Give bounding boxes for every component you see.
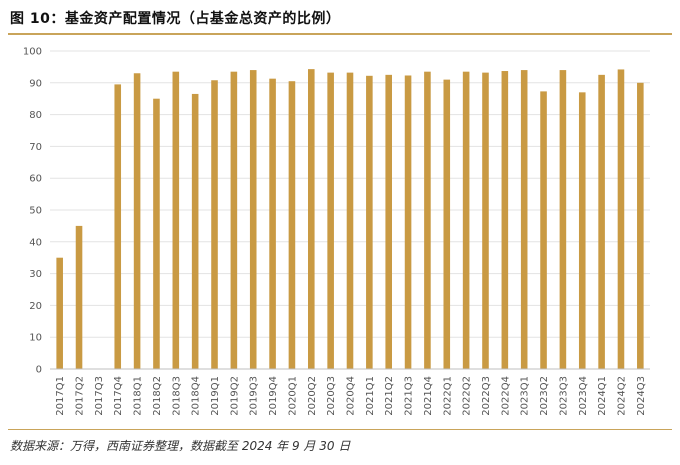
y-tick-label: 30 bbox=[29, 269, 42, 280]
x-tick-label: 2023Q2 bbox=[539, 376, 550, 416]
x-tick-label: 2023Q4 bbox=[578, 376, 589, 416]
x-tick-label: 2018Q4 bbox=[191, 376, 202, 416]
x-tick-label: 2017Q2 bbox=[75, 376, 86, 416]
x-tick-label: 2024Q3 bbox=[636, 376, 647, 416]
top-divider bbox=[8, 33, 672, 35]
x-tick-label: 2021Q4 bbox=[423, 376, 434, 416]
bar-2017Q2 bbox=[75, 225, 83, 369]
x-tick-label: 2018Q1 bbox=[133, 376, 144, 416]
x-tick-label: 2022Q3 bbox=[481, 376, 492, 416]
bar-2020Q3 bbox=[327, 72, 334, 370]
y-tick-label: 0 bbox=[36, 365, 42, 376]
x-tick-label: 2019Q4 bbox=[268, 376, 279, 416]
x-tick-label: 2021Q3 bbox=[404, 376, 415, 416]
x-axis-ticks: 2017Q1 2017Q2 2017Q3 2017Q4 2018Q1 2018Q2 2018… bbox=[55, 376, 647, 416]
bar-2023Q1 bbox=[520, 70, 528, 369]
y-tick-label: 80 bbox=[29, 110, 42, 121]
bar-2019Q2 bbox=[230, 71, 238, 370]
x-tick-label: 2019Q1 bbox=[210, 376, 221, 416]
bar-2020Q2 bbox=[308, 69, 315, 369]
bar-2022Q2 bbox=[462, 71, 470, 370]
bar-2017Q4 bbox=[114, 84, 122, 369]
x-tick-label: 2019Q3 bbox=[249, 376, 260, 416]
x-tick-label: 2021Q2 bbox=[384, 376, 395, 416]
x-tick-label: 2017Q4 bbox=[113, 376, 124, 416]
bar-series bbox=[56, 69, 644, 370]
y-tick-label: 40 bbox=[29, 237, 42, 248]
bar-2024Q3 bbox=[637, 82, 644, 370]
bar-2019Q4 bbox=[269, 78, 276, 369]
chart-title: 图 10：基金资产配置情况（占基金总资产的比例） bbox=[10, 11, 341, 27]
bar-2021Q1 bbox=[366, 75, 373, 369]
x-tick-label: 2020Q1 bbox=[287, 376, 298, 416]
bar-2024Q2 bbox=[617, 69, 625, 369]
bar-2021Q2 bbox=[385, 74, 392, 369]
bar-2020Q4 bbox=[346, 72, 354, 370]
x-tick-label: 2018Q2 bbox=[152, 376, 163, 416]
x-tick-label: 2020Q2 bbox=[307, 376, 318, 416]
y-tick-label: 50 bbox=[29, 206, 42, 217]
bar-2024Q1 bbox=[598, 74, 605, 369]
bar-2023Q4 bbox=[578, 92, 586, 369]
bottom-divider bbox=[8, 429, 672, 430]
data-source-note: 数据来源：万得，西南证券整理，数据截至 2024 年 9 月 30 日 bbox=[10, 439, 351, 453]
bar-2018Q2 bbox=[153, 98, 160, 369]
x-tick-label: 2022Q2 bbox=[462, 376, 473, 416]
bar-2020Q1 bbox=[288, 81, 296, 370]
bar-2022Q1 bbox=[443, 79, 451, 370]
bar-2023Q2 bbox=[540, 91, 547, 370]
bar-2018Q1 bbox=[133, 73, 141, 369]
bar-2023Q3 bbox=[559, 70, 567, 369]
x-tick-label: 2023Q3 bbox=[558, 376, 569, 416]
bar-2018Q3 bbox=[172, 71, 180, 370]
bar-2017Q1 bbox=[56, 257, 63, 369]
x-tick-label: 2024Q2 bbox=[616, 376, 627, 416]
x-tick-label: 2019Q2 bbox=[229, 376, 240, 416]
y-tick-label: 70 bbox=[29, 142, 42, 153]
y-tick-label: 10 bbox=[29, 333, 42, 344]
x-tick-label: 2020Q4 bbox=[346, 376, 357, 416]
x-tick-label: 2018Q3 bbox=[171, 376, 182, 416]
y-tick-label: 20 bbox=[29, 301, 42, 312]
x-tick-label: 2022Q1 bbox=[442, 376, 453, 416]
y-tick-label: 90 bbox=[29, 78, 42, 89]
y-tick-label: 60 bbox=[29, 174, 42, 185]
bar-2022Q4 bbox=[501, 71, 509, 369]
x-tick-label: 2020Q3 bbox=[326, 376, 337, 416]
x-tick-label: 2021Q1 bbox=[365, 376, 376, 416]
bar-2019Q3 bbox=[249, 70, 257, 369]
x-tick-label: 2023Q1 bbox=[520, 376, 531, 416]
bar-2019Q1 bbox=[211, 80, 218, 370]
x-tick-label: 2017Q3 bbox=[94, 376, 105, 416]
bar-2022Q3 bbox=[482, 72, 489, 370]
y-tick-label: 100 bbox=[23, 47, 42, 58]
x-tick-label: 2024Q1 bbox=[597, 376, 608, 416]
bar-2021Q3 bbox=[404, 75, 412, 370]
bar-2018Q4 bbox=[191, 93, 199, 370]
y-axis-ticks: 0 10 20 30 40 50 60 70 80 90 100 bbox=[23, 47, 42, 376]
x-tick-label: 2022Q4 bbox=[500, 376, 511, 416]
x-tick-label: 2017Q1 bbox=[55, 376, 66, 416]
bar-2021Q4 bbox=[424, 71, 431, 370]
